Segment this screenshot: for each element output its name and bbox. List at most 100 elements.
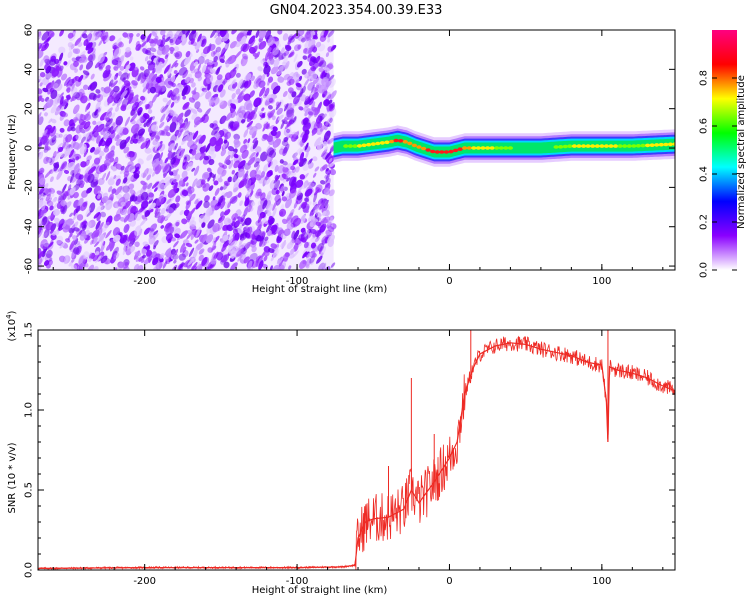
- noise-blob: [304, 40, 312, 50]
- ridge-peak: [384, 140, 390, 145]
- noise-blob: [181, 34, 187, 42]
- noise-blob: [258, 110, 263, 115]
- noise-blob: [277, 65, 284, 76]
- noise-blob: [193, 31, 199, 41]
- noise-blob: [258, 80, 266, 88]
- noise-blob: [293, 53, 298, 63]
- ridge-peak: [581, 144, 587, 148]
- noise-blob: [109, 157, 115, 163]
- ridge-peak: [443, 150, 449, 154]
- noise-blob: [134, 241, 140, 248]
- noise-blob: [42, 77, 50, 86]
- noise-blob: [162, 260, 168, 269]
- noise-blob: [170, 134, 178, 143]
- noise-blob: [329, 102, 335, 111]
- noise-blob: [255, 151, 259, 158]
- noise-blob: [130, 246, 136, 253]
- noise-blob: [263, 240, 267, 246]
- ridge-peak: [585, 144, 591, 148]
- noise-blob: [302, 160, 311, 171]
- noise-blob: [99, 163, 108, 173]
- noise-blob: [309, 215, 315, 220]
- noise-blob: [200, 182, 207, 189]
- noise-blob: [78, 255, 85, 265]
- noise-blob: [317, 198, 324, 206]
- noise-blob: [72, 212, 79, 222]
- noise-blob: [224, 72, 232, 81]
- noise-blob: [240, 36, 247, 46]
- noise-blob: [288, 265, 292, 270]
- noise-blob: [190, 68, 196, 74]
- noise-blob: [122, 246, 127, 256]
- noise-blob: [296, 83, 303, 91]
- noise-blob: [96, 212, 102, 222]
- noise-blob: [122, 177, 128, 184]
- noise-blob: [83, 113, 91, 121]
- noise-blob: [144, 147, 152, 154]
- noise-blob: [109, 89, 115, 97]
- noise-blob: [324, 67, 330, 74]
- noise-blob: [150, 73, 158, 83]
- noise-blob: [289, 170, 296, 176]
- noise-blob: [240, 55, 248, 67]
- y-tick-label: -60: [24, 258, 35, 274]
- noise-blob: [82, 70, 90, 76]
- noise-blob: [304, 208, 309, 214]
- noise-blob: [205, 142, 211, 153]
- noise-blob: [303, 241, 309, 249]
- noise-blob: [230, 194, 239, 204]
- noise-blob: [316, 141, 323, 151]
- noise-blob: [110, 165, 118, 171]
- noise-blob: [178, 66, 188, 76]
- noise-blob: [325, 121, 329, 126]
- noise-blob: [70, 173, 75, 184]
- noise-blob: [260, 235, 264, 243]
- noise-blob: [185, 182, 189, 187]
- noise-blob: [121, 103, 127, 110]
- noise-blob: [38, 116, 44, 126]
- noise-blob: [242, 227, 247, 232]
- noise-blob: [67, 123, 76, 132]
- noise-blob: [158, 143, 166, 152]
- noise-blob: [243, 99, 252, 110]
- noise-blob: [171, 264, 178, 270]
- noise-blob: [140, 191, 149, 201]
- noise-blob: [230, 111, 237, 119]
- noise-blob: [276, 107, 284, 115]
- noise-blob: [309, 218, 319, 228]
- noise-blob: [239, 144, 248, 153]
- noise-blob: [223, 180, 230, 186]
- noise-blob: [183, 154, 191, 162]
- noise-blob: [159, 121, 165, 129]
- ridge-peak: [485, 146, 491, 150]
- noise-blob: [320, 252, 324, 257]
- noise-blob: [50, 229, 54, 234]
- noise-blob: [100, 127, 106, 135]
- noise-blob: [285, 197, 292, 209]
- noise-blob: [309, 255, 316, 264]
- noise-blob: [63, 255, 69, 265]
- noise-blob: [240, 43, 248, 52]
- noise-blob: [42, 87, 49, 93]
- noise-blob: [262, 199, 268, 210]
- noise-blob: [215, 36, 223, 45]
- noise-blob: [167, 63, 171, 73]
- noise-blob: [40, 208, 47, 217]
- noise-blob: [283, 73, 290, 81]
- noise-blob: [310, 242, 316, 249]
- noise-blob: [204, 195, 211, 201]
- noise-blob: [237, 168, 245, 178]
- noise-blob: [217, 195, 224, 206]
- noise-blob: [304, 32, 312, 42]
- noise-blob: [213, 235, 220, 243]
- noise-blob: [115, 178, 121, 186]
- y-tick-label: 20: [24, 102, 35, 115]
- noise-blob: [170, 157, 177, 165]
- noise-blob: [216, 74, 223, 81]
- noise-blob: [192, 178, 198, 188]
- noise-blob: [149, 47, 157, 53]
- noise-blob: [278, 208, 287, 217]
- noise-blob: [322, 141, 328, 147]
- noise-blob: [225, 111, 233, 121]
- noise-blob: [129, 56, 134, 61]
